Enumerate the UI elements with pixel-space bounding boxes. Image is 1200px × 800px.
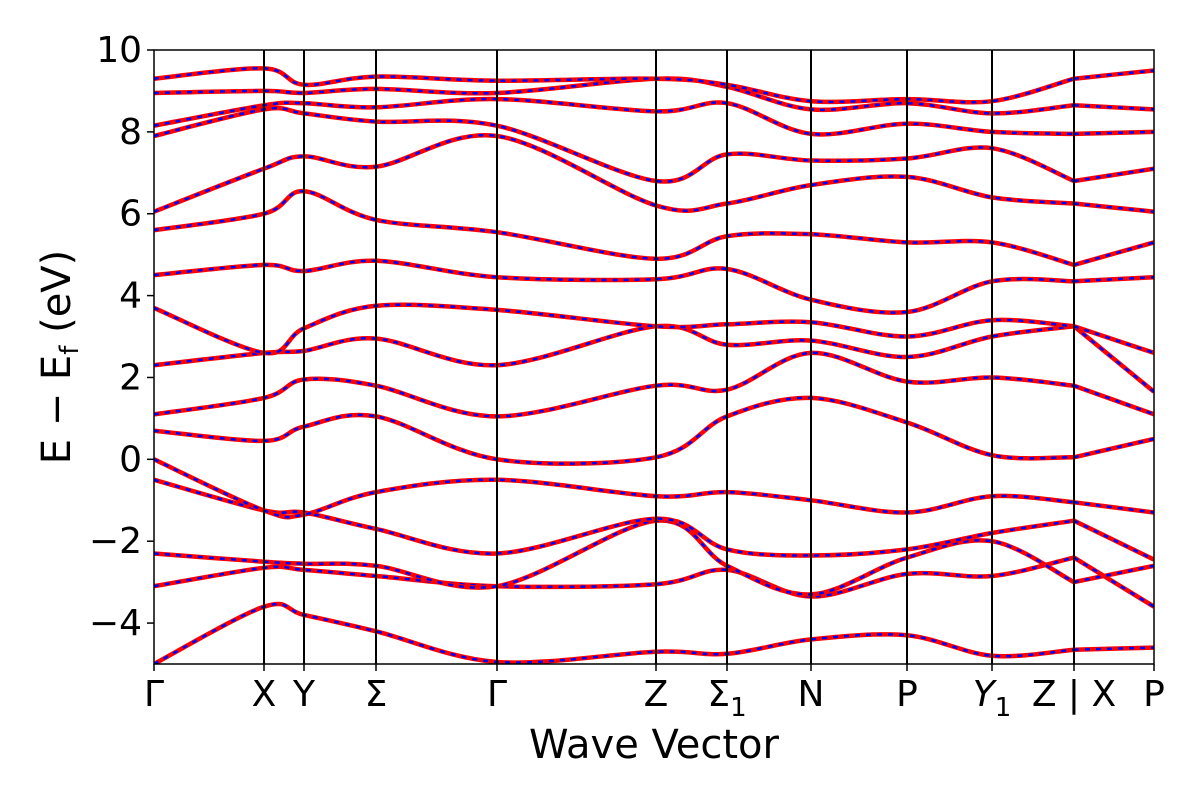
band-10-seg-2-dashed-line xyxy=(1073,275,1154,283)
y-tick-label: 8 xyxy=(119,112,142,153)
band-6-seg-2-line xyxy=(1073,436,1154,460)
x-tick-label: Y1 xyxy=(973,674,1012,723)
band-9-seg-2-dashed-line xyxy=(1073,325,1154,355)
x-axis-label: Wave Vector xyxy=(529,722,780,768)
band-5-seg-1-dashed-line xyxy=(154,458,1075,519)
x-tick-label: X xyxy=(252,674,277,715)
x-tick-label: P xyxy=(896,674,918,715)
y-tick-label: 0 xyxy=(119,439,142,480)
y-axis-label-unit: (eV) xyxy=(34,250,80,346)
band-1-seg-2-dashed-line xyxy=(1073,646,1154,651)
y-tick-label: 6 xyxy=(119,194,142,235)
y-axis-label-subscript: f xyxy=(55,345,85,355)
band-11-seg-2-dashed-line xyxy=(1073,241,1154,267)
x-ticks-layer: Γ X Y Σ Γ Z Σ1 N P Y1 Z | X P xyxy=(144,664,1165,723)
y-ticks-layer: −4 −2 0 2 4 6 8 10 xyxy=(89,30,154,644)
x-tick-label: Σ xyxy=(365,674,388,715)
band-12-seg-1-dashed-line xyxy=(154,133,1075,213)
x-tick-label: N xyxy=(798,674,825,715)
y-axis-label: E − Ef (eV) xyxy=(34,250,85,465)
band-16-seg-2-dashed-line xyxy=(1073,69,1154,80)
band-2-seg-2-dashed-line xyxy=(1073,556,1154,608)
x-tick-label: Γ xyxy=(487,674,507,715)
band-10-seg-1-dashed-line xyxy=(154,259,1075,314)
band-13-seg-1-dashed-line xyxy=(154,106,1075,183)
plot-frame xyxy=(153,49,1155,665)
x-tick-label: Z xyxy=(644,674,669,715)
y-tick-label: −4 xyxy=(89,603,142,644)
y-axis-label-main: E − E xyxy=(34,355,80,465)
band-9-seg-1-dashed-line xyxy=(154,303,1075,355)
x-tick-label: Γ xyxy=(144,674,164,715)
band-14-seg-1-dashed-line xyxy=(154,97,1075,136)
band-14-seg-2-dashed-line xyxy=(1073,130,1154,136)
band-7-seg-1-dashed-line xyxy=(154,351,1075,418)
band-12-seg-2-dashed-line xyxy=(1073,202,1154,213)
band-15-seg-1-dashed-line xyxy=(154,77,1075,115)
kpoint-lines-layer xyxy=(263,50,1075,664)
y-tick-label: 2 xyxy=(119,357,142,398)
x-tick-label: Z | X xyxy=(1032,674,1116,715)
y-tick-label: −2 xyxy=(89,521,142,562)
band-8-seg-2-line xyxy=(1072,324,1154,394)
x-tick-label: Σ1 xyxy=(707,674,746,723)
band-3-seg-2-line xyxy=(1073,563,1154,585)
y-tick-label: 10 xyxy=(96,30,142,71)
band-6-seg-1-dashed-line xyxy=(154,396,1075,465)
band-5-seg-2-dashed-line xyxy=(1073,501,1154,514)
band-16-seg-1-dashed-line xyxy=(154,67,1075,104)
band-11-seg-1-dashed-line xyxy=(154,189,1075,267)
band-1-seg-1-dashed-line xyxy=(154,602,1075,664)
y-tick-label: 4 xyxy=(119,276,142,317)
x-tick-label: Y xyxy=(292,674,316,715)
band-4-seg-1-dashed-line xyxy=(154,478,1075,557)
band-4-seg-2-dashed-line xyxy=(1073,519,1154,561)
band-2-seg-1-dashed-line xyxy=(154,556,1075,598)
x-tick-label: P xyxy=(1143,674,1165,715)
band-7-seg-2-dashed-line xyxy=(1073,384,1154,416)
band-15-seg-2-dashed-line xyxy=(1073,104,1154,111)
band-13-seg-2-line xyxy=(1073,166,1154,184)
